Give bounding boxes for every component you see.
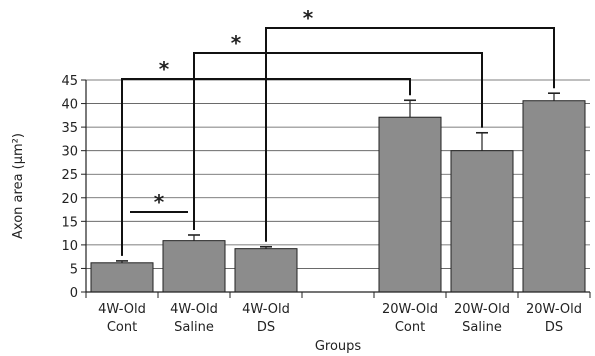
bar [450, 150, 514, 293]
bar [162, 240, 226, 293]
y-tick-label: 5 [70, 262, 78, 277]
y-tick-label: 20 [61, 192, 78, 207]
y-tick-label: 15 [61, 215, 78, 230]
category-label-line2: Cont [107, 320, 137, 335]
bar [90, 262, 154, 293]
gridlines [86, 79, 590, 269]
y-tick-label: 0 [70, 286, 78, 301]
significance-star: * [303, 6, 314, 30]
y-tick-label: 10 [61, 239, 78, 254]
significance-brackets: * * * * [121, 6, 555, 256]
category-label-line1: 20W-Old [454, 302, 510, 317]
category-label-line2: DS [257, 320, 275, 335]
category-label-line2: Saline [174, 320, 214, 335]
category-label-line2: Cont [395, 320, 425, 335]
category-label-line1: 4W-Old [170, 302, 218, 317]
category-label-line1: 4W-Old [242, 302, 290, 317]
y-tick-labels: 0 5 10 15 20 25 30 35 40 45 [61, 74, 78, 301]
significance-bracket [265, 27, 555, 242]
category-label-line1: 4W-Old [98, 302, 146, 317]
category-label-line1: 20W-Old [526, 302, 582, 317]
category-labels: 4W-Old Cont 4W-Old Saline 4W-Old DS 20W-Old Con… [98, 302, 582, 335]
significance-star: * [231, 31, 242, 55]
y-tick-label: 40 [61, 98, 78, 113]
y-axis-title: Axon area (µm²) [11, 133, 26, 239]
bars [90, 100, 586, 293]
y-tick-label: 30 [61, 145, 78, 160]
x-axis-title: Groups [315, 339, 362, 354]
category-label-line2: DS [545, 320, 563, 335]
significance-star: * [159, 57, 170, 81]
category-label-line1: 20W-Old [382, 302, 438, 317]
y-tick-label: 45 [61, 74, 78, 89]
significance-bracket [193, 52, 483, 230]
error-bars [116, 92, 560, 263]
axes [81, 79, 591, 298]
bar [378, 116, 442, 293]
significance-star: * [154, 190, 165, 214]
category-label-line2: Saline [462, 320, 502, 335]
bar [522, 100, 586, 293]
bar [234, 248, 298, 293]
y-tick-label: 25 [61, 168, 78, 183]
y-tick-label: 35 [61, 121, 78, 136]
